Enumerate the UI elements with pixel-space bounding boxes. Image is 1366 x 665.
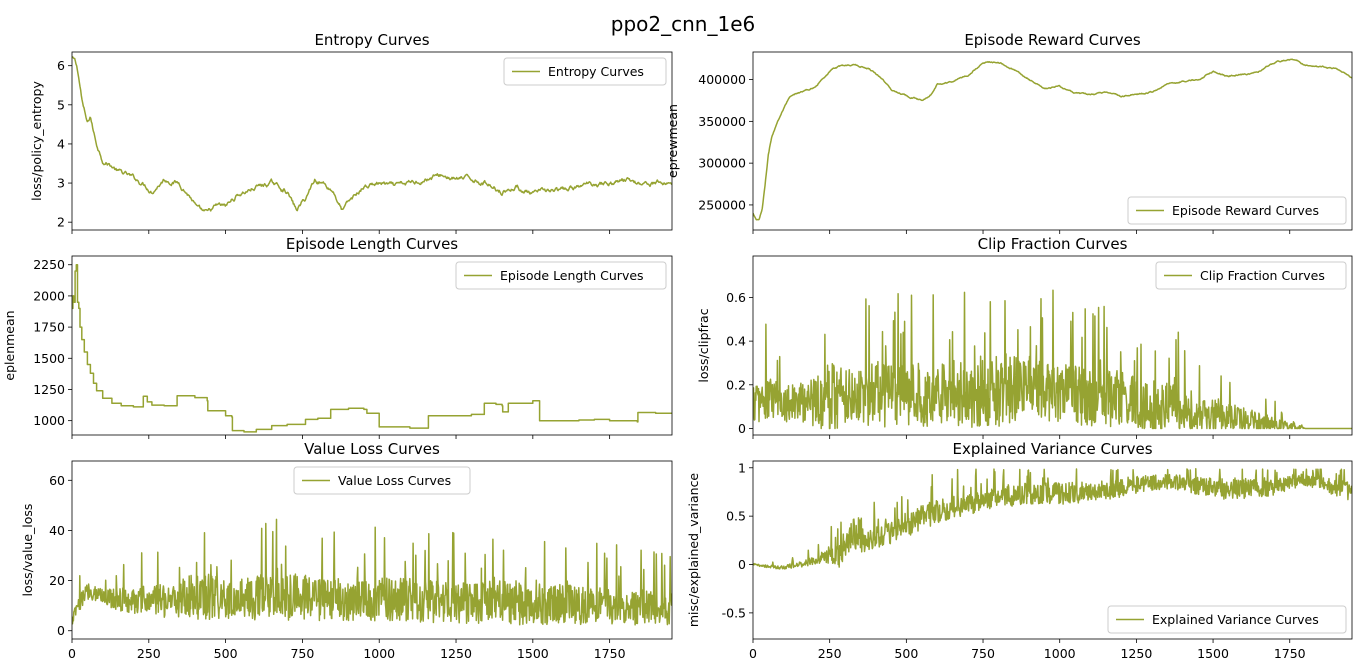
y-tick-label: 250000	[698, 197, 746, 212]
plot-frame	[752, 51, 1353, 231]
x-tick-label: 1750	[594, 646, 626, 661]
chart-title: Entropy Curves	[314, 31, 429, 49]
chart-panel-1: Entropy Curves loss/policy_entropy 2 3 4 5 6 En…	[29, 31, 673, 234]
legend-label: Clip Fraction Curves	[1200, 268, 1325, 283]
legend: Entropy Curves	[503, 57, 667, 86]
legend: Explained Variance Curves	[1107, 605, 1347, 634]
x-tick-label: 1000	[1044, 646, 1076, 661]
y-tick-label: 1250	[33, 382, 65, 397]
chart-title: Episode Length Curves	[286, 235, 458, 253]
legend-label: Episode Reward Curves	[1172, 203, 1319, 218]
figure-title: ppo2_cnn_1e6	[611, 12, 755, 36]
plot-frame	[752, 255, 1353, 436]
x-tick-label: 500	[214, 646, 238, 661]
y-tick-label: 1500	[33, 351, 65, 366]
legend-label: Value Loss Curves	[338, 473, 451, 488]
x-tick-label: 250	[137, 646, 161, 661]
legend: Value Loss Curves	[293, 466, 471, 495]
chart-panel-6: Explained Variance Curves misc/explained_…	[686, 440, 1353, 661]
x-tick-label: 750	[971, 646, 995, 661]
series-line	[72, 518, 672, 626]
legend-label: Entropy Curves	[548, 64, 644, 79]
chart-panel-5: Value Loss Curves loss/value_loss 0 20 40 60 0…	[20, 440, 673, 661]
y-tick-label: -0.5	[722, 605, 746, 620]
legend-box	[455, 261, 667, 290]
y-tick-label: 0	[738, 557, 746, 572]
y-tick-label: 20	[49, 573, 65, 588]
plot-frame	[71, 51, 673, 231]
series-line	[753, 58, 1352, 221]
y-tick-label: 0.6	[726, 290, 746, 305]
series-line	[753, 289, 1352, 430]
x-tick-label: 1750	[1274, 646, 1306, 661]
y-tick-label: 2250	[33, 257, 65, 272]
legend-box	[293, 466, 471, 495]
y-tick-label: 1750	[33, 320, 65, 335]
legend: Clip Fraction Curves	[1155, 261, 1347, 290]
chart-title: Clip Fraction Curves	[978, 235, 1128, 253]
y-tick-label: 2000	[33, 288, 65, 303]
chart-panel-2: Episode Reward Curves eprewmean 250000 3000…	[665, 31, 1353, 234]
x-tick-label: 750	[290, 646, 314, 661]
legend: Episode Length Curves	[455, 261, 667, 290]
y-tick-label: 4	[57, 136, 65, 151]
x-tick-label: 0	[749, 646, 757, 661]
y-axis-label: loss/value_loss	[20, 504, 35, 597]
x-tick-label: 250	[818, 646, 842, 661]
series-line	[72, 56, 672, 212]
panels: Entropy Curves loss/policy_entropy 2 3 4 5 6 En…	[2, 31, 1353, 661]
series-line	[72, 263, 672, 433]
y-tick-label: 1000	[33, 413, 65, 428]
y-tick-label: 300000	[698, 156, 746, 171]
y-tick-label: 0	[738, 421, 746, 436]
y-axis-label: eplenmean	[2, 310, 17, 380]
plot-frame	[71, 460, 673, 640]
chart-title: Value Loss Curves	[304, 440, 440, 458]
y-tick-label: 400000	[698, 72, 746, 87]
chart-title: Explained Variance Curves	[952, 440, 1152, 458]
y-tick-label: 6	[57, 58, 65, 73]
y-axis-label: eprewmean	[665, 104, 680, 178]
y-tick-label: 0	[57, 623, 65, 638]
x-tick-label: 1000	[363, 646, 395, 661]
legend-label: Episode Length Curves	[500, 268, 644, 283]
y-tick-label: 2	[57, 215, 65, 230]
x-tick-label: 0	[68, 646, 76, 661]
legend-box	[1155, 261, 1347, 290]
x-tick-label: 1500	[517, 646, 549, 661]
y-tick-label: 3	[57, 176, 65, 191]
y-tick-label: 350000	[698, 114, 746, 129]
legend-box	[1127, 196, 1347, 225]
x-tick-label: 500	[894, 646, 918, 661]
y-axis-label: loss/policy_entropy	[29, 81, 44, 201]
y-tick-label: 0.5	[726, 509, 746, 524]
plot-frame	[71, 255, 673, 436]
y-tick-label: 0.2	[726, 377, 746, 392]
chart-title: Episode Reward Curves	[964, 31, 1141, 49]
legend-box	[503, 57, 667, 86]
y-axis-label: loss/clipfrac	[696, 308, 711, 382]
x-tick-label: 1500	[1197, 646, 1229, 661]
y-tick-label: 5	[57, 97, 65, 112]
legend-box	[1107, 605, 1347, 634]
plot-frame	[752, 460, 1353, 640]
chart-panel-3: Episode Length Curves eplenmean 1000 1250 15…	[2, 235, 673, 439]
y-axis-label: misc/explained_variance	[686, 473, 701, 628]
legend: Episode Reward Curves	[1127, 196, 1347, 225]
legend-label: Explained Variance Curves	[1152, 612, 1319, 627]
y-tick-label: 0.4	[726, 334, 746, 349]
y-tick-label: 40	[49, 523, 65, 538]
series-line	[753, 468, 1352, 570]
y-tick-label: 1	[738, 460, 746, 475]
chart-panel-4: Clip Fraction Curves loss/clipfrac 0 0.2 0.4…	[696, 235, 1353, 439]
x-tick-label: 1250	[440, 646, 472, 661]
y-tick-label: 60	[49, 473, 65, 488]
x-tick-label: 1250	[1120, 646, 1152, 661]
